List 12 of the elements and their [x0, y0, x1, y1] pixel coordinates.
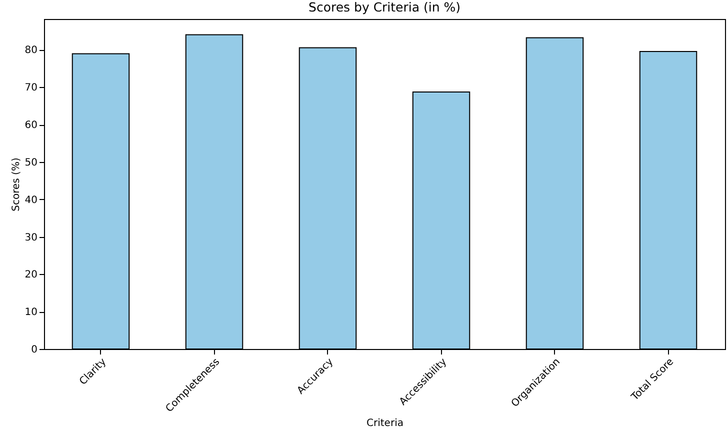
- chart-title: Scores by Criteria (in %): [308, 0, 460, 14]
- y-tick-label: 60: [24, 120, 38, 132]
- y-tick-label: 70: [24, 82, 38, 94]
- y-tick-label: 50: [24, 157, 38, 168]
- x-axis-title: Criteria: [366, 418, 404, 429]
- y-tick-label: 0: [31, 344, 38, 356]
- y-axis-title: Scores (%): [10, 158, 22, 212]
- y-tick-label: 40: [24, 194, 38, 206]
- y-tick-label: 10: [24, 307, 38, 318]
- y-tick-label: 80: [24, 45, 38, 56]
- y-tick-label: 20: [24, 270, 38, 281]
- y-tick-label: 30: [24, 232, 38, 244]
